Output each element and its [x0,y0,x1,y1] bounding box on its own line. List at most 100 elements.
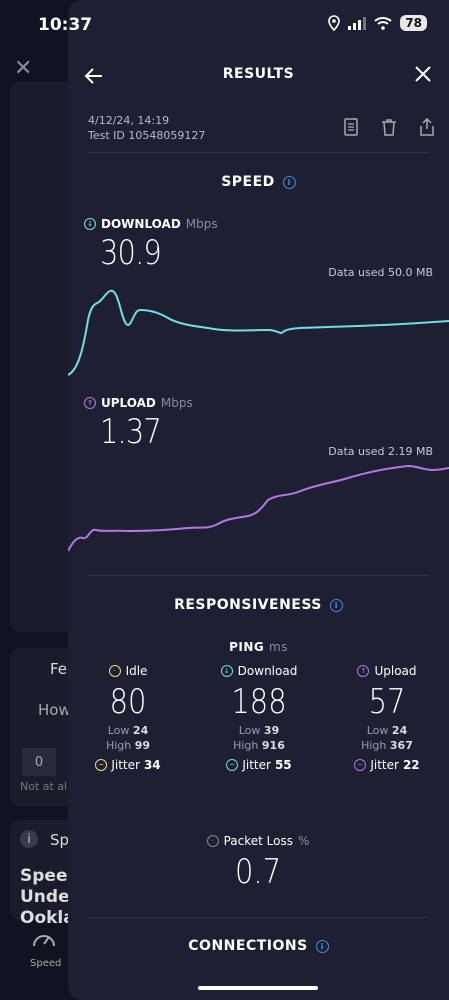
ping-unit: ms [268,640,288,654]
responsiveness-info-icon[interactable]: i [329,599,343,612]
download-graph [68,289,449,376]
status-icons: 78 [328,15,427,31]
packet-loss-head: · Packet Loss % [198,834,318,848]
high-label: High [361,739,387,752]
upload-label-text: UPLOAD [101,396,156,410]
page-title: RESULTS [222,66,295,82]
upload-value: 1.37 [100,412,162,452]
packet-loss: · Packet Loss % 0.7 [198,834,318,892]
ping-download-value: 188 [231,682,287,722]
ping-idle-high: High 99 [68,739,188,752]
upload-graph [68,464,449,552]
jitter-label: Jitter [370,758,399,772]
responsiveness-title: RESPONSIVENESS [174,597,322,613]
battery-indicator: 78 [400,15,427,31]
background-feedback-title: Fe [50,660,68,678]
low-label: Low [366,724,389,737]
download-value: 30.9 [100,233,162,273]
test-meta: 4/12/24, 14:19 Test ID 10548059127 [88,113,205,143]
report-icon[interactable] [343,118,359,136]
speed-tab-icon[interactable] [30,926,58,954]
results-sheet: RESULTS 4/12/24, 14:19 Test ID 105480591… [68,0,449,1000]
download-arrow-icon: ↓ [220,665,233,677]
ping-download-jitter: ~ Jitter 55 [199,758,319,772]
upload-arrow-icon: ↑ [84,397,96,409]
connections-info-icon[interactable]: i [315,940,329,953]
speed-title: SPEED [221,174,275,190]
high-label: High [105,739,132,752]
home-indicator [198,986,318,990]
low-label: Low [107,724,130,737]
ping-upload-value: 57 [368,682,406,722]
speed-tab-label[interactable]: Speed [30,958,62,969]
upload-label: ↑ UPLOAD Mbps [84,396,193,410]
ping-idle-jitter: ~ Jitter 34 [68,758,188,772]
ping-upload-low: Low 24 [327,724,447,737]
ping-download-low: Low 39 [199,724,319,737]
ping-title: PING ms [68,640,449,654]
jitter-label: Jitter [242,758,271,772]
background-how-text: How [38,701,71,719]
low-value: 24 [132,724,149,737]
results-header: RESULTS [68,56,449,96]
low-label: Low [238,724,261,737]
jitter-label: Jitter [111,758,140,772]
high-label: High [233,739,259,752]
background-not-at-all: Not at all [20,780,71,793]
back-arrow-icon[interactable] [82,64,106,88]
packet-loss-value: 0.7 [235,852,281,892]
status-time: 10:37 [38,15,93,35]
upload-arrow-icon: ↑ [357,665,370,677]
status-bar: 10:37 78 [0,0,449,50]
high-value: 916 [261,739,285,752]
download-label: ↓ DOWNLOAD Mbps [84,217,218,231]
packet-loss-label: Packet Loss [223,834,293,848]
upload-data-used: Data used 2.19 MB [328,445,433,458]
divider [88,917,429,918]
ping-download-head: ↓ Download [199,664,319,678]
ping-idle-column: · Idle 80 Low 24 High 99 ~ Jitter 34 [68,664,188,772]
trash-icon[interactable] [381,118,397,136]
background-close-icon[interactable]: ✕ [14,56,33,81]
ping-label: PING [229,640,265,654]
ping-upload-head: ↑ Upload [327,664,447,678]
ping-upload-label: Upload [374,664,417,678]
download-unit: Mbps [185,217,218,231]
ping-upload-high: High 367 [327,739,447,752]
responsiveness-section-title: RESPONSIVENESS i [68,597,449,613]
ping-download-column: ↓ Download 188 Low 39 High 916 ~ Jitter 5… [199,664,319,772]
idle-icon: · [108,665,121,677]
background-info-icon: i [20,830,38,848]
test-date: 4/12/24, 14:19 [88,114,170,127]
location-icon [328,15,341,31]
packet-loss-unit: % [298,834,310,848]
share-icon[interactable] [419,118,435,136]
upload-unit: Mbps [160,396,193,410]
connections-section-title: CONNECTIONS i [68,938,449,954]
close-icon[interactable] [413,64,433,84]
background-speed-text: Speed Under Ookla [20,866,70,928]
test-id: Test ID 10548059127 [88,129,206,142]
low-value: 39 [263,724,280,737]
background-sp-title: Sp [50,831,70,849]
speed-info-icon[interactable]: i [282,176,296,189]
ping-idle-label: Idle [125,664,148,678]
high-value: 367 [389,739,413,752]
ping-upload-jitter: ~ Jitter 22 [327,758,447,772]
jitter-icon: ~ [354,759,367,771]
high-value: 99 [134,739,151,752]
ping-idle-low: Low 24 [68,724,188,737]
ping-idle-value: 80 [109,682,147,722]
jitter-icon: ~ [95,759,108,771]
jitter-value: 55 [274,758,292,772]
divider [88,152,429,153]
background-rating-zero[interactable]: 0 [22,748,56,776]
ping-download-high: High 916 [199,739,319,752]
jitter-icon: ~ [226,759,239,771]
wifi-icon [374,17,392,30]
signal-icon [348,17,367,30]
jitter-value: 22 [402,758,420,772]
low-value: 24 [391,724,408,737]
packet-loss-icon: · [206,835,219,847]
ping-idle-head: · Idle [68,664,188,678]
